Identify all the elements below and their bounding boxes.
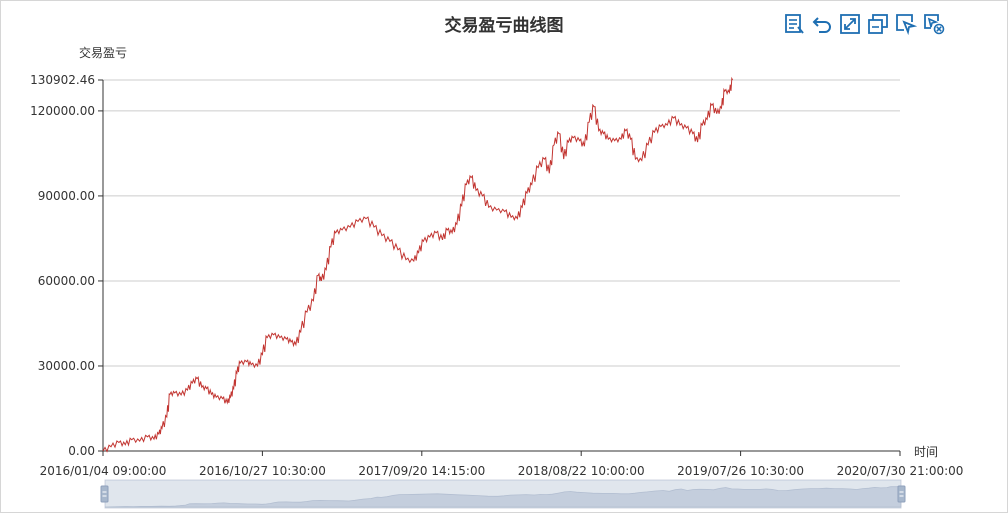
restore-icon[interactable] [811, 13, 833, 35]
x-tick-label: 2019/07/26 10:30:00 [677, 464, 804, 478]
chart-toolbox [783, 13, 945, 35]
x-tick-label: 2016/10/27 10:30:00 [199, 464, 326, 478]
y-tick-label: 120000.00 [30, 104, 95, 118]
zoom-icon[interactable] [839, 13, 861, 35]
x-tick-labels: 2016/01/04 09:00:00 2016/10/27 10:30:00 20… [40, 464, 964, 478]
y-axis-title: 交易盈亏 [79, 45, 127, 60]
grid-lines [103, 79, 900, 367]
x-ticks [102, 451, 901, 456]
save-image-icon[interactable] [867, 13, 889, 35]
y-tick-label: 0.00 [68, 444, 95, 458]
series-line [102, 76, 734, 453]
y-tick-label: 60000.00 [38, 274, 95, 288]
y-tick-label: 90000.00 [38, 189, 95, 203]
y-tick-label: 130902.46 [30, 73, 95, 87]
data-view-icon[interactable] [783, 13, 805, 35]
datazoom-slider[interactable] [100, 479, 906, 509]
datazoom-handle-left[interactable] [100, 485, 109, 503]
y-tick-label: 30000.00 [38, 359, 95, 373]
clear-selection-icon[interactable] [923, 13, 945, 35]
select-icon[interactable] [895, 13, 917, 35]
datazoom-selection [105, 480, 901, 508]
x-tick-label: 2016/01/04 09:00:00 [40, 464, 167, 478]
datazoom-handle-right[interactable] [897, 485, 906, 503]
x-tick-label: 2018/08/22 10:00:00 [518, 464, 645, 478]
y-tick-labels: 0.00 30000.00 60000.00 90000.00 120000.00 130… [30, 73, 103, 458]
axes [102, 80, 900, 452]
chart-title: 交易盈亏曲线图 [444, 16, 564, 36]
x-tick-label: 2017/09/20 14:15:00 [358, 464, 485, 478]
datazoom-preview [104, 485, 902, 508]
x-axis-title: 时间 [914, 445, 938, 459]
x-tick-label: 2020/07/30 21:00:00 [837, 464, 964, 478]
